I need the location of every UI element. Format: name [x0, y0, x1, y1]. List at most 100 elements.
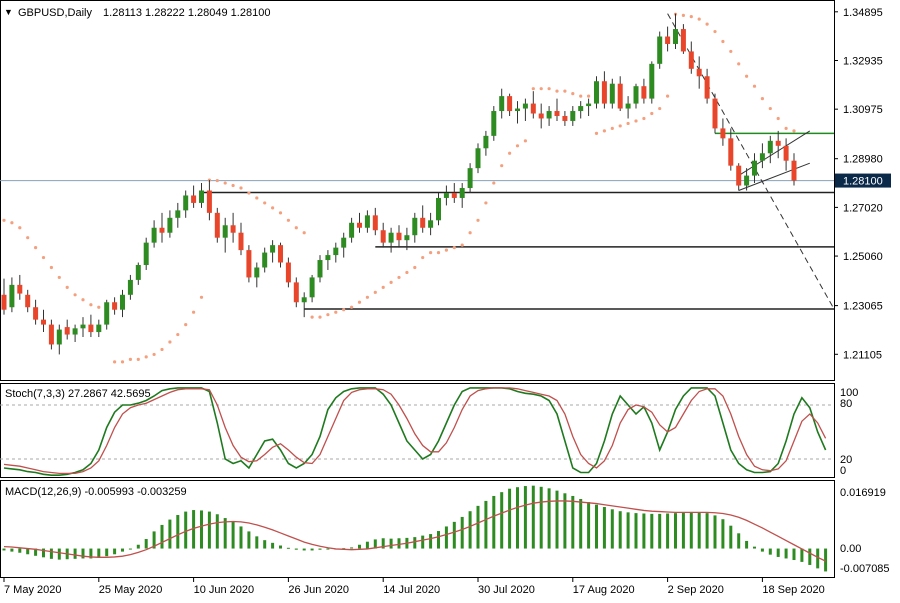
candle-body	[546, 111, 552, 119]
sar-dot	[634, 119, 638, 123]
sar-dot	[381, 285, 385, 289]
macd-histogram-bar	[294, 548, 298, 550]
sar-dot	[579, 94, 583, 98]
macd-histogram-bar	[176, 515, 180, 549]
candle-body	[41, 319, 46, 325]
candle-body	[736, 165, 742, 186]
sar-dot	[429, 250, 433, 255]
macd-histogram-bar	[358, 544, 361, 549]
macd-histogram-bar	[768, 548, 772, 555]
candle-body	[301, 297, 307, 303]
candle-body	[127, 279, 133, 295]
candle-body	[728, 138, 734, 166]
macd-histogram-bar	[729, 525, 733, 549]
sar-dot	[239, 186, 243, 190]
price-tick-label: 1.21105	[843, 349, 882, 361]
candle-body	[609, 83, 615, 104]
macd-histogram-bar	[350, 547, 354, 549]
chart-ohlc: 1.28113 1.28222 1.28049 1.28100	[103, 7, 270, 19]
candle-body	[262, 252, 268, 268]
macd-histogram-bar	[302, 548, 306, 551]
sar-dot	[452, 246, 456, 250]
date-tick-label: 7 May 2020	[4, 584, 61, 596]
macd-histogram-bar	[808, 548, 812, 565]
candle-body	[25, 294, 31, 308]
macd-histogram-bar	[579, 499, 583, 549]
macd-level-top: 0.016919	[840, 487, 886, 499]
candle-body	[649, 63, 655, 99]
candle-body	[120, 294, 125, 310]
macd-histogram-bar	[200, 510, 203, 549]
price-panel-frame	[0, 0, 835, 381]
sar-dot	[713, 29, 717, 34]
candle-body	[96, 324, 102, 333]
sar-dot	[278, 211, 283, 215]
sar-dot	[697, 17, 701, 21]
candle-body	[451, 192, 457, 198]
candle-body	[285, 262, 291, 283]
candle-body	[443, 192, 449, 198]
sar-dot	[26, 236, 30, 240]
menu-triangle-icon[interactable]: ▼	[4, 7, 13, 17]
sar-dot	[689, 15, 693, 19]
sar-dot	[144, 355, 148, 359]
sar-dot	[223, 181, 227, 185]
price-tick-label: 1.28980	[843, 154, 883, 166]
sar-dot	[460, 243, 464, 247]
candle-body	[325, 255, 331, 261]
sar-dot	[484, 201, 488, 205]
stoch-signal-line	[3, 387, 827, 475]
stoch-level-80: 80	[840, 398, 852, 410]
macd-histogram-bar	[42, 548, 45, 558]
sar-dot	[405, 270, 409, 275]
sar-dot	[318, 315, 322, 319]
sar-dot	[721, 39, 725, 44]
macd-label: MACD(12,26,9) -0.005993 -0.003259	[5, 486, 187, 498]
candle-body	[657, 36, 663, 64]
candle-body	[104, 302, 110, 325]
sar-dot	[41, 255, 46, 260]
macd-histogram-bar	[34, 548, 38, 556]
macd-histogram-bar	[18, 548, 22, 553]
sar-dot	[57, 275, 61, 280]
candle-body	[459, 188, 465, 198]
macd-histogram-bar	[326, 548, 330, 550]
candle-body	[633, 86, 639, 104]
candle-body	[372, 215, 378, 231]
sar-dot	[263, 201, 267, 205]
macd-histogram-bar	[128, 548, 132, 550]
macd-histogram-bar	[484, 500, 488, 549]
sar-dot	[294, 226, 298, 230]
macd-histogram-bar	[381, 538, 385, 549]
macd-histogram-bar	[674, 513, 677, 549]
sar-dot	[192, 310, 196, 314]
candle-body	[704, 76, 710, 99]
macd-histogram-bar	[816, 548, 820, 569]
sar-dot	[618, 124, 622, 128]
macd-histogram-bar	[429, 534, 433, 549]
candle-body	[293, 282, 299, 303]
candle-body	[515, 108, 520, 112]
macd-histogram-bar	[263, 540, 267, 549]
macd-histogram-bar	[508, 488, 512, 549]
candle-body	[404, 235, 410, 241]
price-tick-label: 1.25060	[843, 251, 883, 263]
candle-body	[278, 245, 283, 263]
macd-histogram-bar	[437, 531, 440, 549]
macd-histogram-bar	[152, 531, 156, 549]
candle-body	[364, 215, 370, 228]
macd-level-zero: 0.00	[840, 543, 861, 555]
date-tick-label: 17 Aug 2020	[573, 584, 635, 596]
sar-dot	[626, 121, 630, 126]
macd-histogram-bar	[444, 526, 448, 549]
macd-histogram-bar	[365, 541, 369, 549]
macd-histogram-bar	[318, 548, 322, 550]
sar-dot	[547, 87, 551, 91]
candle-body	[641, 86, 647, 99]
candle-body	[317, 260, 323, 278]
sar-dot	[476, 218, 480, 222]
candle-body	[33, 307, 39, 320]
stoch-panel-frame	[0, 383, 835, 478]
date-tick-label: 14 Jul 2020	[383, 584, 440, 596]
